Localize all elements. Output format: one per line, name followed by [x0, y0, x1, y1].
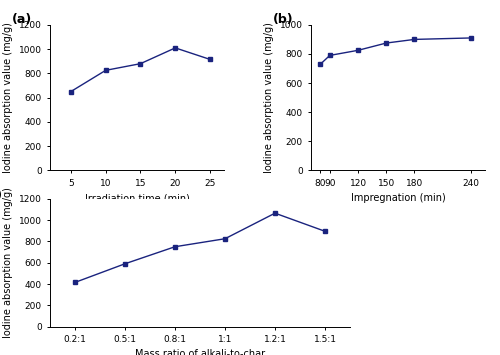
Y-axis label: Iodine absorption value (mg/g): Iodine absorption value (mg/g)	[3, 22, 13, 173]
X-axis label: Impregnation (min): Impregnation (min)	[350, 193, 446, 203]
X-axis label: Irradiation time (min): Irradiation time (min)	[84, 193, 190, 203]
Text: (b): (b)	[272, 13, 293, 26]
Text: (a): (a)	[12, 13, 32, 26]
Y-axis label: Iodine absorption value (mg/g): Iodine absorption value (mg/g)	[264, 22, 274, 173]
X-axis label: Mass ratio of alkali-to-char: Mass ratio of alkali-to-char	[135, 349, 265, 355]
Text: (c): (c)	[0, 189, 3, 202]
Y-axis label: Iodine absorption value (mg/g): Iodine absorption value (mg/g)	[3, 187, 13, 338]
